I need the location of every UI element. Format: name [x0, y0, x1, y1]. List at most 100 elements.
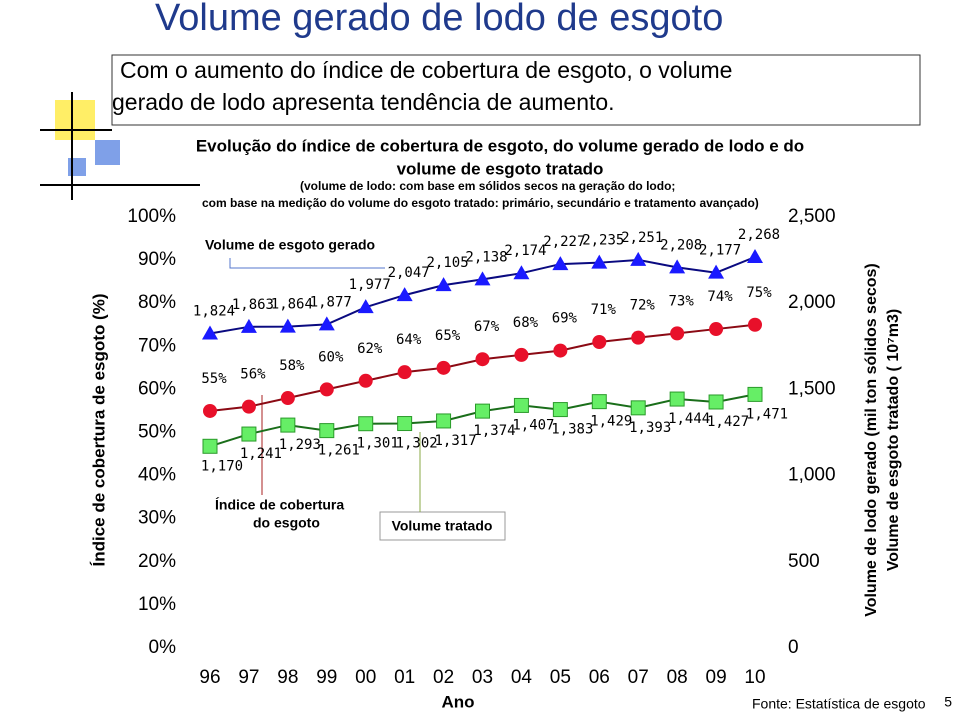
x-tick-label: 03: [472, 667, 493, 688]
data-label: 1,302: [396, 436, 438, 452]
source: Fonte: Estatística de esgoto: [752, 696, 926, 712]
data-label: 1,407: [512, 417, 554, 433]
marker: [709, 322, 724, 337]
marker: [280, 391, 295, 406]
x-tick-label: 05: [550, 667, 571, 688]
marker: [435, 277, 452, 292]
marker: [280, 417, 296, 433]
decor: [68, 158, 86, 176]
x-tick-label: 99: [316, 667, 337, 688]
x-tick-label: 07: [628, 667, 649, 688]
chart-title: volume de esgoto tratado: [397, 159, 604, 178]
data-label: 1,383: [551, 422, 593, 438]
x-tick-label: 06: [589, 667, 610, 688]
data-label: 1,170: [201, 458, 243, 474]
marker: [319, 382, 334, 397]
slide-text: gerado de lodo apresenta tendência de au…: [112, 89, 615, 115]
data-label: 1,261: [318, 443, 360, 459]
text-box: [111, 54, 921, 126]
marker: [357, 299, 374, 314]
marker: [748, 317, 762, 332]
marker: [630, 400, 646, 416]
y2-tick-label: 500: [788, 551, 820, 572]
marker: [279, 318, 296, 333]
data-label: 1,444: [668, 411, 710, 427]
marker: [631, 330, 646, 345]
data-label: 73%: [668, 293, 694, 309]
marker: [397, 365, 412, 380]
marker: [592, 334, 607, 349]
marker: [396, 287, 413, 302]
data-label: 1,864: [271, 297, 313, 313]
x-tick-label: 97: [238, 667, 259, 688]
data-label: 56%: [240, 367, 266, 383]
data-label: 1,317: [434, 433, 476, 449]
y-tick-label: 70%: [138, 335, 176, 356]
x-tick-label: 10: [744, 667, 765, 688]
data-label: 1,293: [279, 437, 321, 453]
annotation: Volume de esgoto gerado: [205, 237, 375, 253]
data-label: 1,374: [473, 423, 515, 439]
marker: [397, 416, 413, 432]
marker: [436, 360, 451, 375]
data-label: 1,471: [746, 406, 788, 422]
slide-text: Com o aumento do índice de cobertura de …: [120, 57, 732, 83]
marker: [358, 416, 374, 432]
data-label: 62%: [357, 341, 383, 357]
data-label: 72%: [630, 298, 656, 314]
marker: [552, 402, 568, 418]
y-tick-label: 50%: [138, 422, 176, 443]
marker: [202, 438, 218, 454]
marker: [319, 423, 335, 439]
data-label: 55%: [201, 371, 227, 387]
data-label: 64%: [396, 332, 422, 348]
marker: [670, 326, 685, 341]
chart-note: (volume de lodo: com base em sólidos sec…: [300, 179, 675, 193]
marker: [669, 259, 686, 274]
y-axis-title: Índice de cobertura de esgoto (%): [89, 294, 108, 567]
data-label: 60%: [318, 349, 344, 365]
chart-title: Evolução do índice de cobertura de esgot…: [196, 136, 804, 155]
data-label: 68%: [513, 315, 539, 331]
x-tick-label: 01: [394, 667, 415, 688]
annotation-box: [379, 511, 506, 541]
y2-axis-title: Volume de lodo gerado (mil ton sólidos s…: [863, 263, 880, 617]
marker: [708, 394, 724, 410]
data-label: 2,251: [621, 230, 663, 246]
y-tick-label: 10%: [138, 594, 176, 615]
marker: [552, 256, 569, 271]
data-label: 1,863: [232, 297, 274, 313]
y2-tick-label: 1,000: [788, 465, 836, 486]
data-label: 2,208: [660, 237, 702, 253]
marker: [202, 325, 218, 340]
data-label: 2,105: [426, 255, 468, 271]
marker: [708, 264, 725, 279]
marker: [514, 347, 529, 362]
marker: [241, 399, 256, 414]
marker: [474, 271, 491, 286]
y2-tick-label: 2,500: [788, 206, 836, 227]
y2-axis-title: Volume de esgoto tratado ( 10⁷m3): [885, 309, 902, 571]
annotation: Índice de cobertura: [215, 497, 344, 513]
decor: [55, 100, 95, 140]
data-label: 1,877: [310, 294, 352, 310]
x-tick-label: 98: [277, 667, 298, 688]
x-tick-label: 09: [706, 667, 727, 688]
data-label: 58%: [279, 358, 305, 374]
data-label: 2,177: [699, 243, 741, 259]
marker: [513, 265, 530, 280]
marker: [630, 251, 647, 266]
chart-note: com base na medição do volume do esgoto …: [202, 196, 759, 210]
data-label: 67%: [474, 319, 500, 335]
page-number: 5: [944, 694, 952, 710]
x-tick-label: 96: [199, 667, 220, 688]
decor: [95, 140, 120, 165]
data-label: 71%: [591, 302, 617, 318]
data-label: 69%: [552, 311, 578, 327]
y2-tick-label: 2,000: [788, 292, 836, 313]
y2-tick-label: 1,500: [788, 378, 836, 399]
marker: [475, 352, 490, 367]
y-tick-label: 20%: [138, 551, 176, 572]
marker: [591, 394, 607, 410]
callout: [229, 258, 385, 269]
